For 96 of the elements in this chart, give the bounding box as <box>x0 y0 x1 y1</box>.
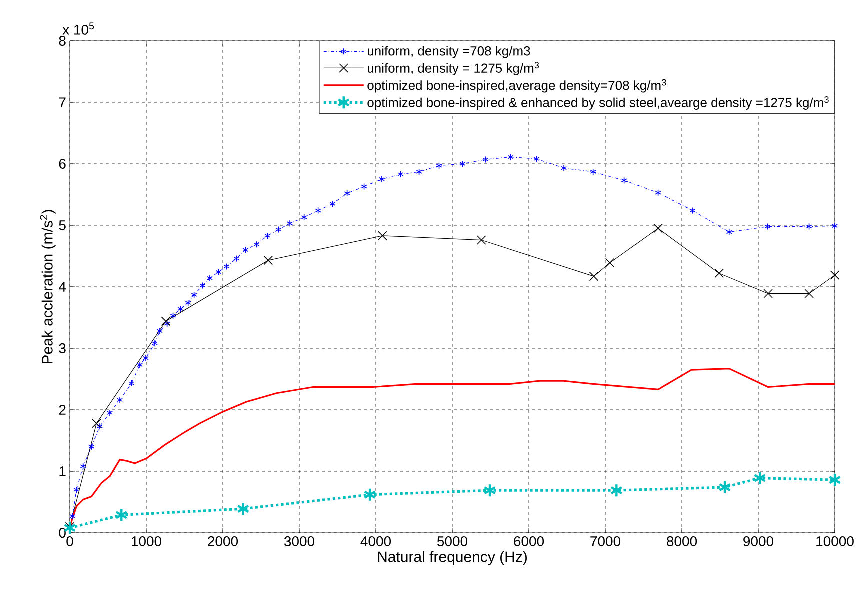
x-tick-label: 10000 <box>816 536 854 546</box>
point <box>152 340 158 347</box>
point <box>70 512 76 520</box>
y-tick-label: 6 <box>59 159 66 169</box>
point <box>170 312 176 320</box>
x-axis-title: Natural frequency (Hz) <box>378 551 527 566</box>
point <box>378 176 385 183</box>
point <box>344 190 350 197</box>
point <box>224 263 230 270</box>
x-tick-label: 3000 <box>284 536 315 546</box>
point <box>301 214 308 221</box>
x-tick-label: 6000 <box>514 536 544 546</box>
point <box>156 328 163 335</box>
point <box>264 232 271 240</box>
point <box>436 162 442 170</box>
point <box>534 156 540 162</box>
legend-label: uniform, density =708 kg/m3 <box>368 46 530 58</box>
y-tick-label: 1 <box>60 466 66 476</box>
point <box>482 156 489 164</box>
point <box>806 223 812 230</box>
point <box>508 154 514 161</box>
point <box>654 224 663 234</box>
y-tick-label: 5 <box>59 220 66 230</box>
x-tick-label: 5000 <box>437 536 468 546</box>
point <box>714 268 724 278</box>
point <box>254 241 260 248</box>
point <box>830 270 840 280</box>
point <box>754 471 766 486</box>
x-tick-label: 9000 <box>744 536 774 546</box>
point <box>128 380 135 387</box>
point <box>610 483 623 498</box>
point <box>590 168 596 176</box>
point <box>164 320 170 328</box>
x-tick-label: 8000 <box>667 536 698 546</box>
y-tick-label: 7 <box>59 98 66 108</box>
y-tick-label: 3 <box>59 344 66 354</box>
point <box>137 362 143 369</box>
point <box>828 473 842 488</box>
legend-label: optimized bone-inspired,average density=708 kg/m$^{3}$ <box>368 79 666 93</box>
y-axis-title: Peak accleration (m/s$^{2}$) <box>40 210 56 364</box>
point <box>361 183 368 190</box>
point <box>74 486 80 494</box>
point <box>207 274 213 282</box>
point <box>216 268 222 276</box>
point <box>142 354 149 362</box>
point <box>484 483 496 498</box>
point <box>378 231 388 241</box>
x-tick-label: 2000 <box>208 536 238 546</box>
point <box>764 289 773 298</box>
legend-label: uniform, density = 1275 kg/m$^{3}$ <box>368 62 540 76</box>
point <box>726 228 732 236</box>
point <box>477 236 486 245</box>
point <box>460 160 466 168</box>
point <box>88 444 95 450</box>
point <box>605 258 615 268</box>
point <box>92 418 102 428</box>
x-tick-label: 1000 <box>132 536 162 546</box>
point <box>398 171 404 178</box>
point <box>655 190 662 196</box>
point <box>764 223 771 230</box>
point <box>117 396 124 404</box>
y-tick-label: 4 <box>58 282 66 292</box>
point <box>690 207 696 214</box>
legend-label: optimized bone-inspired & enhanced by solid steel,avearge density =1275 kg/m$^{3}$ <box>368 96 829 110</box>
point <box>178 306 184 313</box>
point <box>561 164 568 172</box>
point <box>364 488 376 502</box>
y-tick-label: 2 <box>59 405 66 415</box>
point <box>161 316 171 326</box>
point <box>96 423 103 430</box>
point <box>804 289 814 298</box>
point <box>237 502 250 516</box>
point <box>185 300 192 306</box>
point <box>107 410 114 416</box>
point <box>416 168 422 176</box>
text: x 10$^{5}$ <box>62 22 94 35</box>
point <box>287 220 294 228</box>
point <box>315 207 322 214</box>
point <box>264 256 274 266</box>
point <box>589 272 599 282</box>
point <box>191 292 198 298</box>
y-tick-label: 8 <box>59 36 66 46</box>
x-tick-label: 4000 <box>360 536 392 546</box>
point <box>276 226 282 234</box>
x-tick-label: 0 <box>66 536 74 546</box>
y-tick-label: 0 <box>59 528 66 538</box>
point <box>115 508 128 522</box>
x-tick-label: 7000 <box>590 536 621 546</box>
point <box>621 177 628 184</box>
point <box>80 463 86 470</box>
point <box>832 222 838 230</box>
point <box>234 255 240 262</box>
point <box>200 282 206 290</box>
point <box>330 200 336 208</box>
point <box>242 246 249 254</box>
point <box>718 480 732 495</box>
